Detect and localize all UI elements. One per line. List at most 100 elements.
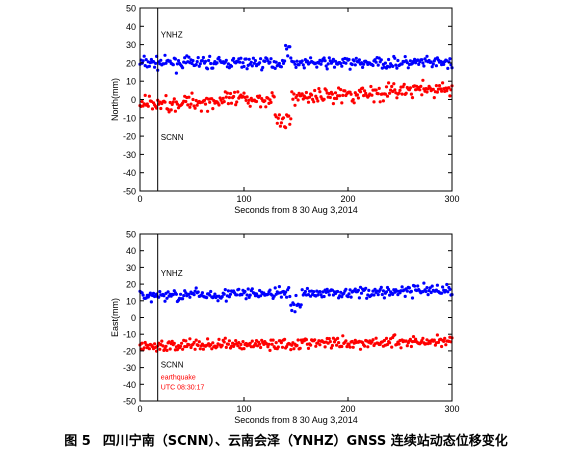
data-point-scnn <box>369 84 373 89</box>
y-tick-label: -10 <box>123 113 136 123</box>
data-point-scnn <box>448 94 452 98</box>
data-point-ynhz <box>448 57 452 61</box>
data-point-ynhz <box>292 60 296 64</box>
data-point-ynhz <box>284 290 288 294</box>
y-tick-label: 50 <box>126 4 136 14</box>
data-point-scnn <box>192 340 196 345</box>
data-point-ynhz <box>395 66 399 70</box>
data-point-scnn <box>296 98 300 102</box>
x-tick-label: 100 <box>236 194 251 204</box>
data-point-ynhz <box>408 59 412 63</box>
y-tick-label: 40 <box>126 22 136 32</box>
data-point-ynhz <box>344 61 348 65</box>
data-point-scnn <box>340 344 344 349</box>
data-point-scnn <box>432 96 436 100</box>
data-point-scnn <box>436 340 441 344</box>
data-point-scnn <box>388 341 392 345</box>
data-point-ynhz <box>352 59 356 63</box>
y-tick-label: -50 <box>123 397 136 407</box>
data-point-scnn <box>215 345 219 349</box>
data-point-scnn <box>169 108 173 112</box>
data-point-ynhz <box>245 67 249 71</box>
data-point-scnn <box>398 88 402 92</box>
data-point-ynhz <box>227 295 231 299</box>
data-point-scnn <box>247 98 251 102</box>
data-point-ynhz <box>445 282 449 287</box>
data-point-scnn <box>266 345 270 349</box>
data-point-ynhz <box>427 289 431 293</box>
data-point-ynhz <box>379 285 383 289</box>
data-point-ynhz <box>263 59 267 64</box>
data-point-scnn <box>358 90 363 94</box>
data-point-scnn <box>234 103 238 107</box>
data-point-scnn <box>291 97 295 101</box>
data-point-scnn <box>442 339 446 343</box>
data-point-ynhz <box>251 56 255 60</box>
data-point-ynhz <box>376 293 380 297</box>
data-point-scnn <box>440 89 444 93</box>
data-point-ynhz <box>372 293 376 297</box>
data-point-ynhz <box>173 57 177 61</box>
data-point-scnn <box>168 100 172 105</box>
data-point-ynhz <box>299 303 303 307</box>
data-point-scnn <box>339 88 343 92</box>
data-point-ynhz <box>290 308 294 313</box>
y-tick-label: 10 <box>126 296 136 306</box>
data-point-scnn <box>343 89 347 93</box>
data-point-ynhz <box>258 61 262 65</box>
data-point-ynhz <box>283 59 287 63</box>
data-point-scnn <box>203 102 208 106</box>
data-point-ynhz <box>321 290 325 294</box>
data-point-ynhz <box>358 285 363 289</box>
data-point-scnn <box>435 90 439 94</box>
data-point-scnn <box>164 94 168 98</box>
data-point-scnn <box>263 99 267 103</box>
data-point-ynhz <box>279 65 283 69</box>
data-point-scnn <box>306 346 311 350</box>
data-point-scnn <box>267 342 271 346</box>
data-point-ynhz <box>347 292 351 296</box>
data-point-ynhz <box>330 60 334 64</box>
data-point-ynhz <box>274 60 278 64</box>
data-point-ynhz <box>194 286 198 290</box>
data-point-ynhz <box>149 57 153 62</box>
data-point-ynhz <box>346 295 350 299</box>
data-point-scnn <box>259 345 263 350</box>
data-point-scnn <box>345 345 349 349</box>
data-point-scnn <box>189 345 193 350</box>
data-point-scnn <box>439 87 443 91</box>
data-point-scnn <box>297 91 301 95</box>
data-point-ynhz <box>220 295 224 299</box>
data-point-ynhz <box>174 292 178 296</box>
data-point-scnn <box>310 93 314 97</box>
data-point-ynhz <box>259 57 263 61</box>
data-point-ynhz <box>273 66 277 70</box>
data-point-scnn <box>142 346 146 350</box>
data-point-scnn <box>363 89 367 93</box>
data-point-scnn <box>140 341 144 345</box>
data-point-scnn <box>276 345 280 349</box>
data-point-ynhz <box>425 54 429 58</box>
data-point-ynhz <box>405 289 409 293</box>
data-point-scnn <box>193 106 197 110</box>
data-point-ynhz <box>425 286 429 290</box>
data-point-scnn <box>206 109 210 113</box>
data-point-scnn <box>356 96 360 100</box>
data-point-scnn <box>211 341 215 345</box>
data-point-ynhz <box>332 65 337 69</box>
data-point-scnn <box>242 347 246 351</box>
data-point-scnn <box>318 343 322 347</box>
data-point-ynhz <box>288 294 292 299</box>
data-point-scnn <box>437 84 442 88</box>
data-point-scnn <box>245 95 249 99</box>
data-point-scnn <box>209 343 213 347</box>
data-point-scnn <box>324 88 328 92</box>
data-point-ynhz <box>224 299 228 303</box>
data-point-ynhz <box>440 291 444 295</box>
data-point-ynhz <box>141 293 145 297</box>
data-point-scnn <box>370 93 374 97</box>
data-point-ynhz <box>326 62 330 66</box>
data-point-ynhz <box>279 295 283 299</box>
data-point-ynhz <box>191 59 195 63</box>
data-point-ynhz <box>365 296 369 300</box>
